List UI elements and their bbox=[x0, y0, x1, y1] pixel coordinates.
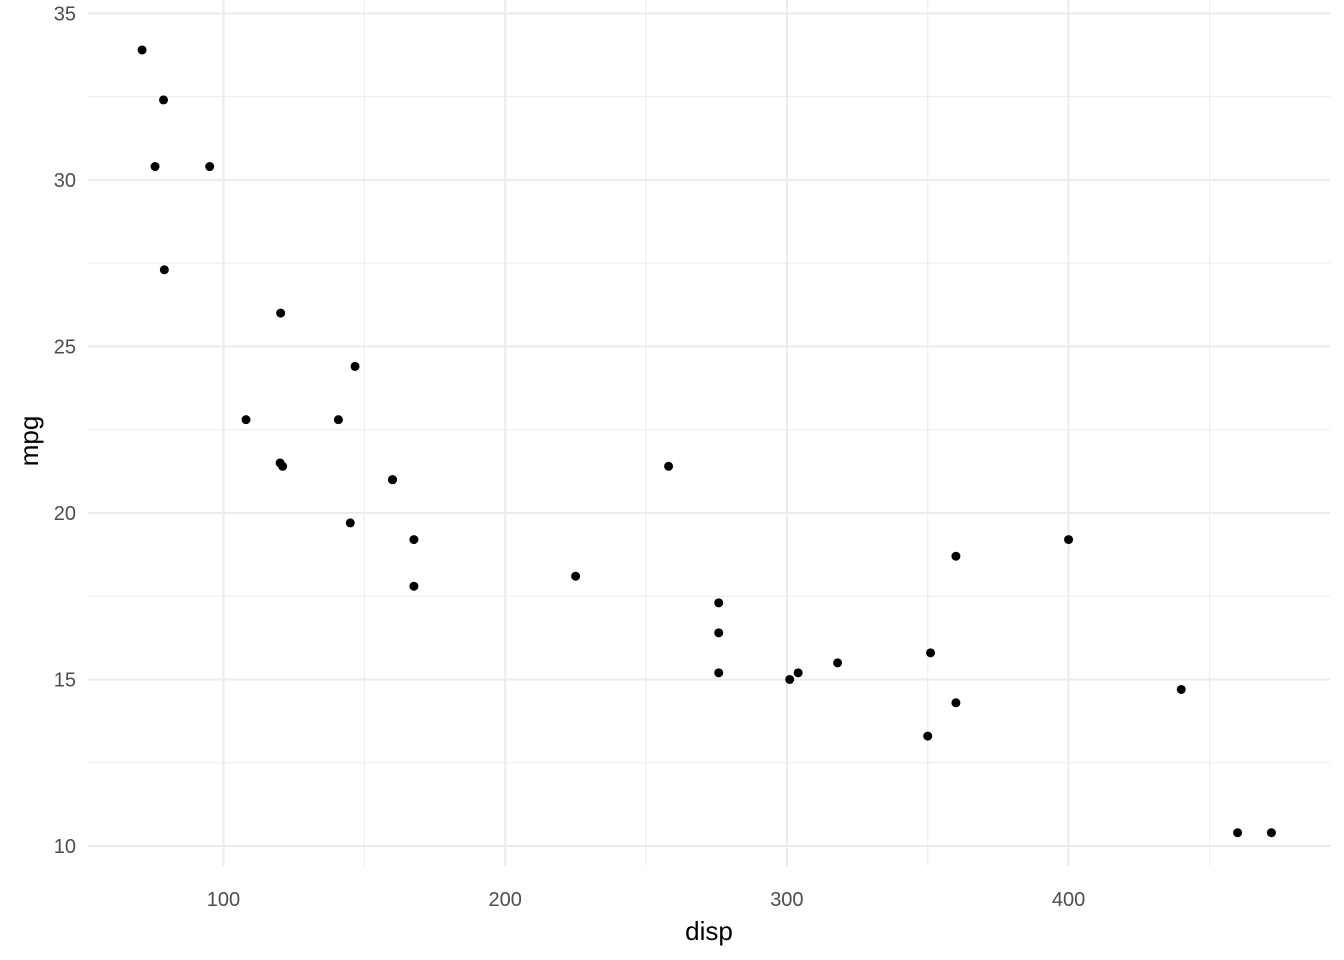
data-point bbox=[158, 95, 168, 105]
y-tick-label: 20 bbox=[54, 503, 76, 525]
x-tick-label: 100 bbox=[207, 889, 240, 911]
data-point bbox=[278, 461, 288, 471]
data-point bbox=[350, 361, 360, 371]
data-point bbox=[571, 571, 581, 581]
data-point bbox=[1176, 684, 1186, 694]
data-point bbox=[388, 475, 398, 485]
data-point bbox=[205, 162, 215, 172]
data-point bbox=[137, 45, 147, 55]
data-point bbox=[951, 698, 961, 708]
data-point bbox=[276, 308, 286, 318]
y-axis-tick-labels: 10 15 20 25 30 35 bbox=[54, 3, 76, 858]
x-tick-label: 200 bbox=[489, 889, 522, 911]
data-point bbox=[1266, 828, 1276, 838]
data-point bbox=[714, 598, 724, 608]
minor-gridlines bbox=[88, 0, 1330, 866]
y-tick-label: 15 bbox=[54, 669, 76, 691]
y-axis-title: mpg bbox=[14, 416, 44, 467]
data-point bbox=[714, 668, 724, 678]
data-point bbox=[345, 518, 355, 528]
data-point bbox=[714, 628, 724, 638]
data-point bbox=[333, 415, 343, 425]
data-point bbox=[1064, 535, 1074, 545]
data-points bbox=[137, 45, 1276, 838]
data-point bbox=[159, 265, 169, 275]
y-tick-label: 30 bbox=[54, 170, 76, 192]
data-point bbox=[664, 461, 674, 471]
data-point bbox=[833, 658, 843, 668]
data-point bbox=[409, 535, 419, 545]
data-point bbox=[785, 674, 795, 684]
x-tick-label: 400 bbox=[1052, 889, 1085, 911]
data-point bbox=[150, 162, 160, 172]
x-axis-title: disp bbox=[685, 916, 733, 946]
data-point bbox=[926, 648, 936, 658]
x-axis-tick-labels: 100 200 300 400 bbox=[207, 889, 1085, 911]
y-tick-label: 35 bbox=[54, 3, 76, 25]
data-point bbox=[241, 415, 251, 425]
data-point bbox=[409, 581, 419, 591]
data-point bbox=[923, 731, 933, 741]
major-gridlines bbox=[88, 0, 1330, 866]
x-tick-label: 300 bbox=[770, 889, 803, 911]
data-point bbox=[951, 551, 961, 561]
data-point bbox=[1233, 828, 1243, 838]
data-point bbox=[793, 668, 803, 678]
y-tick-label: 25 bbox=[54, 336, 76, 358]
y-tick-label: 10 bbox=[54, 836, 76, 858]
